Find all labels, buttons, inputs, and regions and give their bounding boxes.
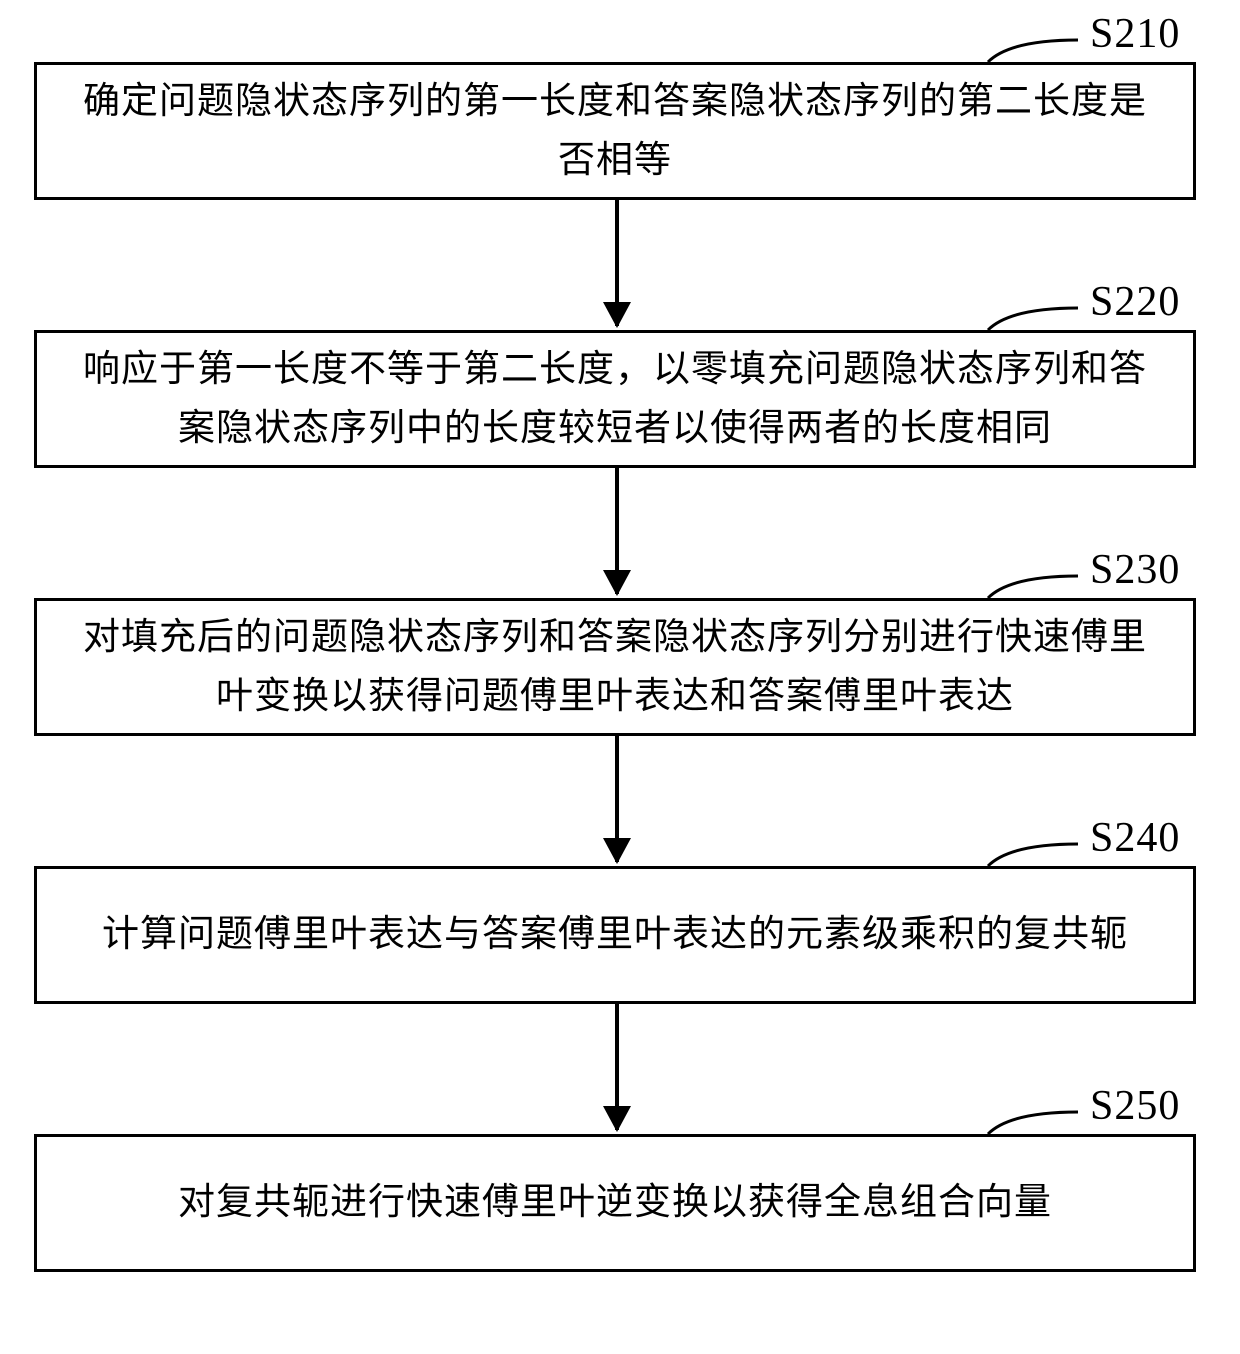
flowchart-canvas: 确定问题隐状态序列的第一长度和答案隐状态序列的第二长度是否相等 S210 响应于… [0, 0, 1240, 1354]
step-text: 响应于第一长度不等于第二长度，以零填充问题隐状态序列和答案隐状态序列中的长度较短… [65, 340, 1165, 458]
step-box-s240: 计算问题傅里叶表达与答案傅里叶表达的元素级乘积的复共轭 [34, 866, 1196, 1004]
step-box-s220: 响应于第一长度不等于第二长度，以零填充问题隐状态序列和答案隐状态序列中的长度较短… [34, 330, 1196, 468]
step-box-s230: 对填充后的问题隐状态序列和答案隐状态序列分别进行快速傅里叶变换以获得问题傅里叶表… [34, 598, 1196, 736]
step-box-s250: 对复共轭进行快速傅里叶逆变换以获得全息组合向量 [34, 1134, 1196, 1272]
lead-curve-s240 [0, 804, 1240, 874]
step-label-s210: S210 [1090, 10, 1180, 58]
step-text: 确定问题隐状态序列的第一长度和答案隐状态序列的第二长度是否相等 [65, 72, 1165, 190]
lead-curve-s250 [0, 1072, 1240, 1142]
step-text: 对复共轭进行快速傅里叶逆变换以获得全息组合向量 [178, 1173, 1052, 1232]
step-label-s250: S250 [1090, 1082, 1180, 1130]
step-text: 对填充后的问题隐状态序列和答案隐状态序列分别进行快速傅里叶变换以获得问题傅里叶表… [65, 608, 1165, 726]
step-text: 计算问题傅里叶表达与答案傅里叶表达的元素级乘积的复共轭 [102, 905, 1128, 964]
lead-curve-s230 [0, 536, 1240, 606]
step-label-s240: S240 [1090, 814, 1180, 862]
step-label-s230: S230 [1090, 546, 1180, 594]
lead-curve-s220 [0, 268, 1240, 338]
step-label-s220: S220 [1090, 278, 1180, 326]
lead-curve-s210 [0, 0, 1240, 70]
step-box-s210: 确定问题隐状态序列的第一长度和答案隐状态序列的第二长度是否相等 [34, 62, 1196, 200]
